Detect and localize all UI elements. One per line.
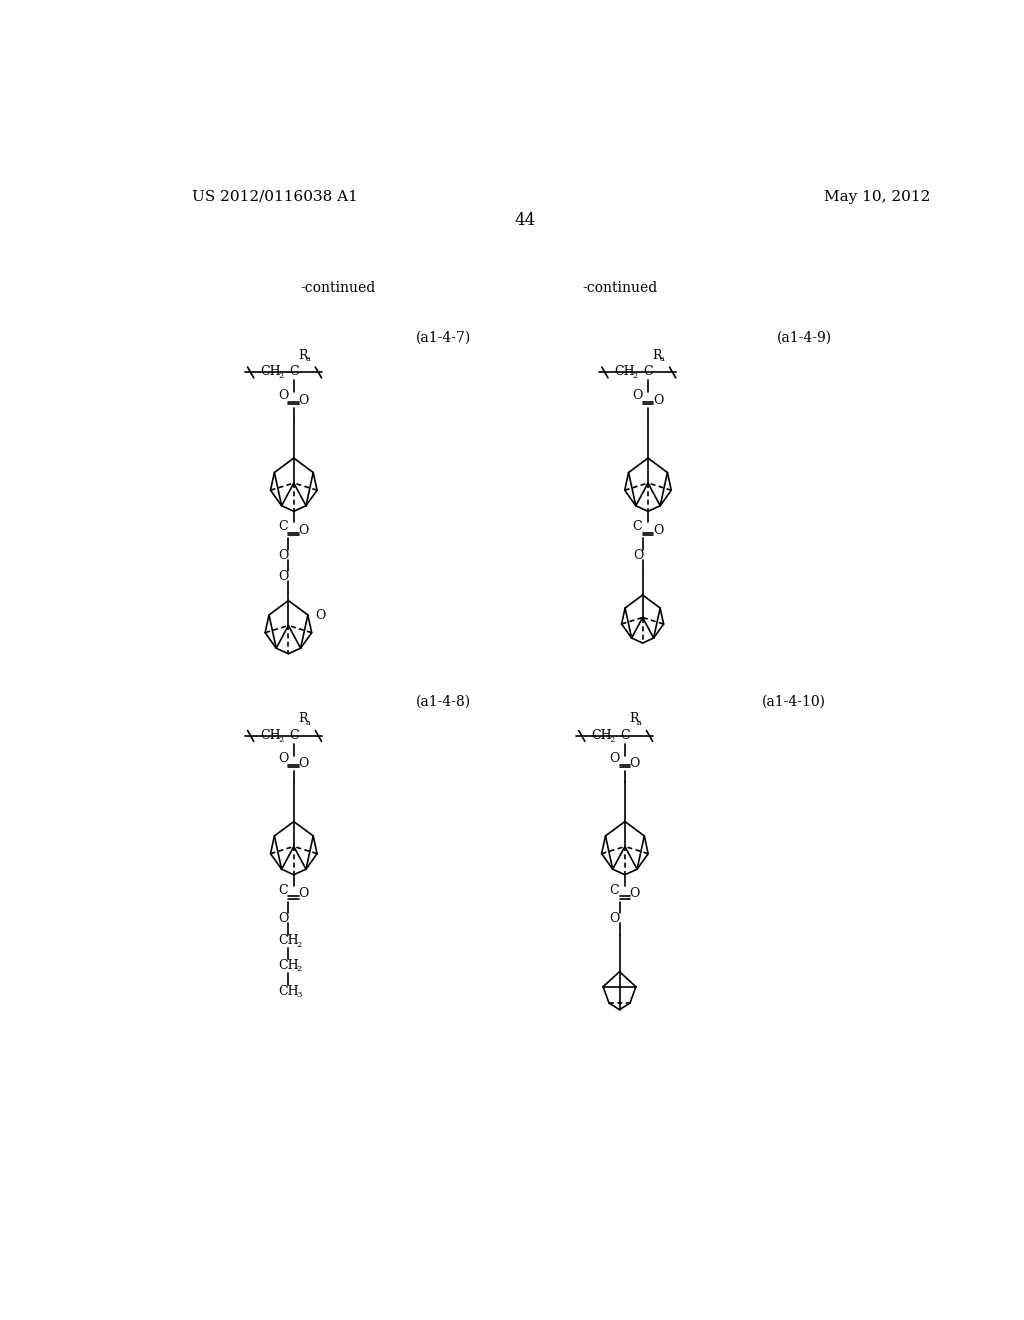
Text: CH: CH [279,985,299,998]
Text: O: O [609,752,620,766]
Text: O: O [279,549,289,562]
Text: O: O [279,912,289,925]
Text: CH: CH [614,366,635,379]
Text: O: O [278,389,288,403]
Text: CH: CH [279,960,299,972]
Text: CH: CH [260,729,281,742]
Text: O: O [653,393,664,407]
Text: O: O [299,758,309,770]
Text: O: O [279,570,289,583]
Text: C: C [609,883,618,896]
Text: (a1-4-7): (a1-4-7) [416,331,471,345]
Text: O: O [299,393,309,407]
Text: CH: CH [260,366,281,379]
Text: May 10, 2012: May 10, 2012 [823,190,930,203]
Text: 2: 2 [279,372,284,380]
Text: O: O [278,752,288,766]
Text: (a1-4-8): (a1-4-8) [416,694,471,709]
Text: (a1-4-10): (a1-4-10) [762,694,826,709]
Text: O: O [630,758,640,770]
Text: O: O [633,549,643,562]
Text: 2: 2 [633,372,638,380]
Text: 2: 2 [296,965,301,973]
Text: C: C [633,520,642,533]
Text: a: a [305,719,310,727]
Text: R: R [652,348,663,362]
Text: a: a [637,719,641,727]
Text: O: O [632,389,642,403]
Text: C: C [289,366,299,379]
Text: R: R [298,713,308,726]
Text: 2: 2 [609,735,614,743]
Text: CH: CH [279,935,299,948]
Text: C: C [621,729,630,742]
Text: O: O [653,524,664,537]
Text: O: O [299,524,309,537]
Text: 3: 3 [296,991,301,999]
Text: 44: 44 [514,211,536,228]
Text: O: O [630,887,640,900]
Text: C: C [643,366,653,379]
Text: O: O [609,912,621,925]
Text: CH: CH [592,729,612,742]
Text: C: C [279,520,288,533]
Text: -continued: -continued [582,281,657,294]
Text: C: C [289,729,299,742]
Text: a: a [305,355,310,363]
Text: 2: 2 [279,735,284,743]
Text: US 2012/0116038 A1: US 2012/0116038 A1 [193,190,358,203]
Text: O: O [315,609,326,622]
Text: C: C [279,883,288,896]
Text: 2: 2 [296,941,301,949]
Text: R: R [630,713,639,726]
Text: a: a [659,355,665,363]
Text: -continued: -continued [301,281,376,294]
Text: R: R [298,348,308,362]
Text: (a1-4-9): (a1-4-9) [777,331,833,345]
Text: O: O [299,887,309,900]
